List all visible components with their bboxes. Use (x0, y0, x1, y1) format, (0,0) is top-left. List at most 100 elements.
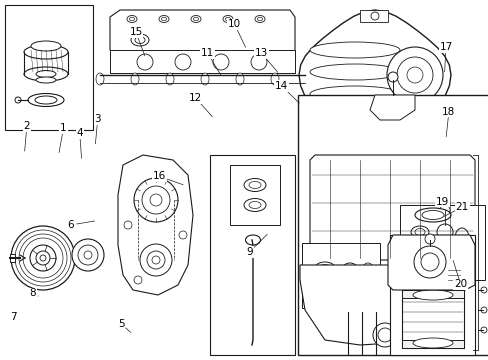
Ellipse shape (244, 179, 265, 192)
Ellipse shape (131, 73, 139, 85)
Circle shape (150, 194, 162, 206)
Ellipse shape (412, 338, 452, 348)
Circle shape (372, 323, 396, 347)
Ellipse shape (364, 241, 376, 251)
Ellipse shape (193, 17, 198, 21)
Ellipse shape (191, 15, 201, 22)
Circle shape (134, 276, 142, 284)
Ellipse shape (24, 67, 68, 81)
Circle shape (147, 251, 164, 269)
Circle shape (371, 308, 379, 316)
Circle shape (387, 72, 397, 82)
FancyBboxPatch shape (333, 250, 363, 278)
Ellipse shape (248, 202, 261, 208)
Text: 20: 20 (453, 279, 466, 289)
Ellipse shape (314, 262, 334, 274)
Text: 4: 4 (76, 128, 83, 138)
Ellipse shape (410, 226, 428, 238)
Bar (345, 308, 350, 313)
Text: 9: 9 (245, 247, 252, 257)
Ellipse shape (201, 73, 208, 85)
Text: 19: 19 (435, 197, 448, 207)
Circle shape (11, 226, 75, 290)
Circle shape (439, 205, 449, 215)
Circle shape (140, 244, 172, 276)
Text: 14: 14 (274, 81, 287, 91)
Bar (229, 165, 280, 225)
Ellipse shape (36, 71, 56, 77)
Ellipse shape (127, 15, 137, 22)
Ellipse shape (223, 15, 232, 22)
Circle shape (124, 221, 132, 229)
Bar (319, 117, 333, 127)
Circle shape (362, 263, 372, 273)
Ellipse shape (225, 17, 230, 21)
Text: 21: 21 (454, 202, 468, 212)
Ellipse shape (248, 181, 261, 189)
Circle shape (152, 256, 160, 264)
Circle shape (78, 245, 98, 265)
Circle shape (424, 234, 434, 244)
Bar (401, 340, 463, 348)
Circle shape (436, 224, 452, 240)
Ellipse shape (414, 229, 424, 235)
Circle shape (480, 327, 486, 333)
FancyBboxPatch shape (399, 196, 429, 224)
Ellipse shape (36, 77, 56, 83)
Circle shape (386, 47, 442, 103)
Circle shape (30, 245, 56, 271)
Circle shape (406, 67, 422, 83)
Ellipse shape (342, 259, 354, 269)
Ellipse shape (165, 73, 174, 85)
Circle shape (413, 246, 445, 278)
Ellipse shape (309, 64, 399, 80)
Text: 16: 16 (152, 171, 166, 181)
Circle shape (36, 251, 50, 265)
Ellipse shape (135, 36, 145, 44)
Text: 1: 1 (60, 123, 67, 133)
Circle shape (15, 230, 71, 286)
Ellipse shape (309, 42, 399, 58)
Bar (401, 290, 463, 298)
Ellipse shape (244, 198, 265, 211)
Text: 10: 10 (228, 19, 241, 30)
Bar (372, 308, 378, 313)
Polygon shape (309, 155, 474, 260)
Circle shape (213, 54, 228, 70)
Polygon shape (298, 10, 450, 130)
Bar (358, 308, 364, 313)
Ellipse shape (96, 73, 104, 85)
Text: 18: 18 (441, 107, 455, 117)
Circle shape (480, 287, 486, 293)
Circle shape (480, 307, 486, 313)
Bar (5, 5, 93, 130)
Ellipse shape (131, 34, 149, 46)
Circle shape (84, 251, 92, 259)
Text: 6: 6 (67, 220, 74, 230)
FancyBboxPatch shape (377, 214, 407, 242)
Ellipse shape (129, 17, 134, 21)
Circle shape (23, 238, 63, 278)
Circle shape (72, 239, 104, 271)
Circle shape (250, 54, 266, 70)
Ellipse shape (414, 208, 450, 222)
Text: 5: 5 (118, 319, 124, 329)
Ellipse shape (245, 235, 260, 245)
Circle shape (396, 57, 432, 93)
Ellipse shape (270, 73, 279, 85)
Circle shape (420, 253, 438, 271)
Ellipse shape (28, 94, 64, 107)
Ellipse shape (24, 45, 68, 59)
Circle shape (19, 234, 67, 282)
Bar (389, 235, 474, 355)
Text: 17: 17 (438, 42, 452, 52)
Text: 8: 8 (29, 288, 36, 298)
Ellipse shape (386, 223, 398, 233)
Bar (401, 290, 463, 348)
Bar (302, 243, 379, 308)
Circle shape (357, 308, 365, 316)
Ellipse shape (31, 41, 61, 51)
Circle shape (179, 231, 186, 239)
Ellipse shape (408, 205, 420, 215)
Circle shape (134, 178, 178, 222)
